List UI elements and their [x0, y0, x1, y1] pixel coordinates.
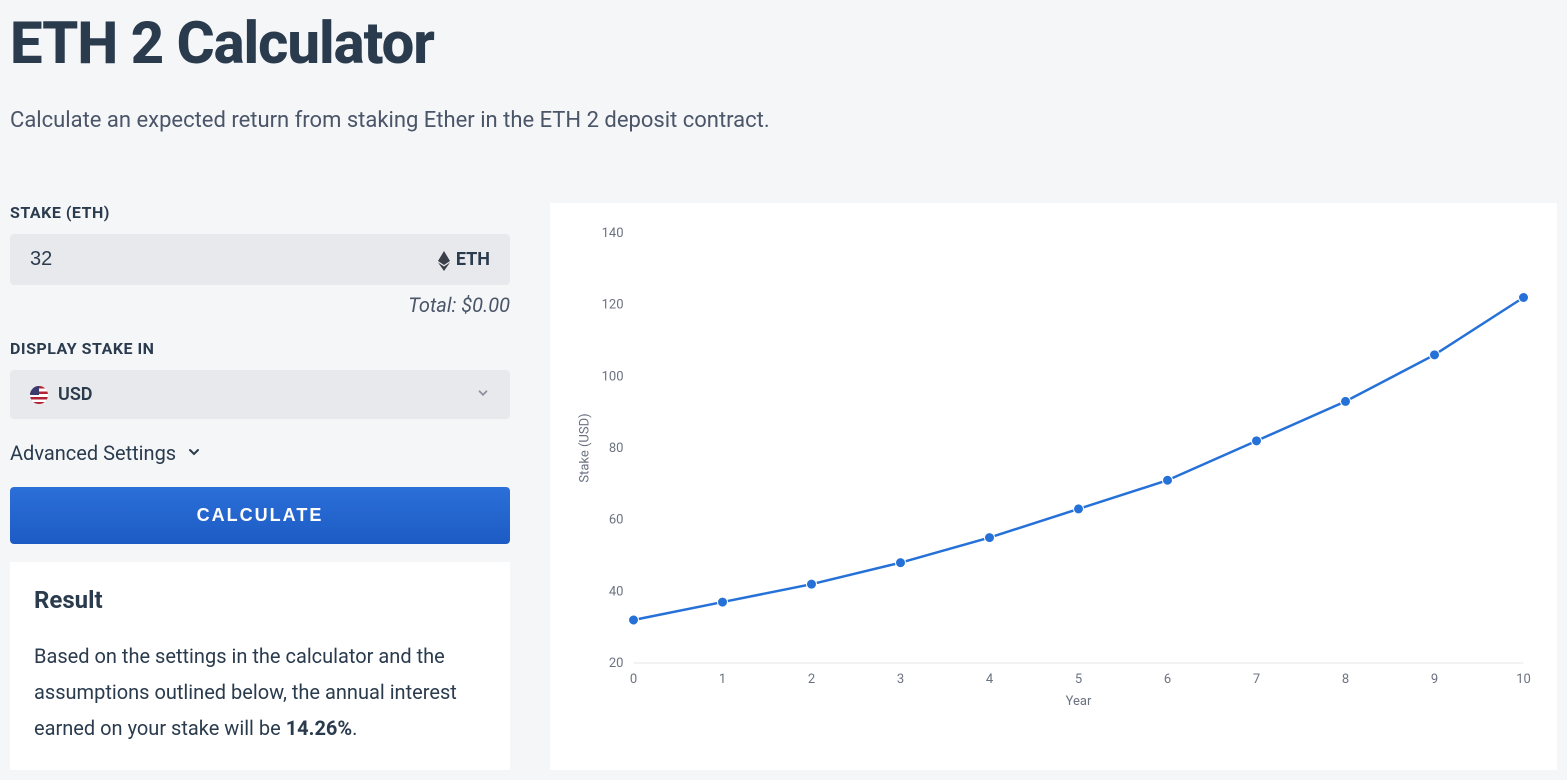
stake-label: STAKE (ETH) [10, 203, 510, 222]
result-text-after: . [352, 716, 357, 740]
svg-text:100: 100 [602, 369, 624, 384]
chart-column: 20 40 60 80 100 120 140 0 1 2 3 4 5 6 7 8 9 10 Year Stake (… [550, 203, 1557, 770]
result-rate: 14.26% [286, 716, 352, 740]
stake-chart: 20 40 60 80 100 120 140 0 1 2 3 4 5 6 7 8 9 10 Year Stake (… [560, 213, 1547, 713]
form-column: STAKE (ETH) ETH Total: $0.00 DISPLAY STA… [10, 203, 510, 770]
svg-text:10: 10 [1516, 672, 1531, 687]
stake-unit: ETH [438, 249, 490, 270]
svg-text:80: 80 [609, 441, 624, 456]
currency-label: DISPLAY STAKE IN [10, 339, 510, 358]
page-subtitle: Calculate an expected return from stakin… [10, 108, 1557, 133]
svg-text:8: 8 [1342, 672, 1349, 687]
advanced-settings-toggle[interactable]: Advanced Settings [10, 441, 510, 465]
svg-text:40: 40 [609, 584, 624, 599]
svg-text:7: 7 [1253, 672, 1260, 687]
stake-input[interactable] [30, 248, 438, 271]
usd-flag-icon [30, 386, 48, 404]
result-box: Result Based on the settings in the calc… [10, 562, 510, 770]
svg-text:Stake (USD): Stake (USD) [578, 413, 593, 482]
svg-text:6: 6 [1164, 672, 1171, 687]
result-text-before: Based on the settings in the calculator … [34, 644, 457, 740]
svg-text:140: 140 [602, 226, 624, 241]
chevron-down-icon [186, 441, 202, 465]
currency-select[interactable]: USD [10, 370, 510, 419]
svg-text:9: 9 [1431, 672, 1438, 687]
calculate-button[interactable]: CALCULATE [10, 487, 510, 544]
svg-text:Year: Year [1066, 694, 1092, 709]
page-title: ETH 2 Calculator [10, 10, 1557, 78]
svg-text:2: 2 [808, 672, 815, 687]
svg-text:3: 3 [897, 672, 904, 687]
svg-text:0: 0 [630, 672, 637, 687]
svg-text:60: 60 [609, 513, 624, 528]
eth-icon [438, 251, 450, 269]
stake-total: Total: $0.00 [10, 293, 510, 317]
svg-text:1: 1 [719, 672, 726, 687]
svg-text:5: 5 [1075, 672, 1082, 687]
currency-value: USD [58, 384, 476, 405]
svg-text:4: 4 [986, 672, 994, 687]
result-text: Based on the settings in the calculator … [34, 638, 486, 746]
result-title: Result [34, 586, 486, 614]
chevron-down-icon [476, 385, 490, 404]
svg-text:120: 120 [602, 298, 624, 313]
stake-input-wrap: ETH [10, 234, 510, 285]
svg-text:20: 20 [609, 656, 624, 671]
total-value: $0.00 [461, 293, 510, 317]
advanced-label: Advanced Settings [10, 441, 176, 465]
stake-unit-label: ETH [456, 249, 490, 270]
total-prefix: Total: [408, 293, 461, 317]
